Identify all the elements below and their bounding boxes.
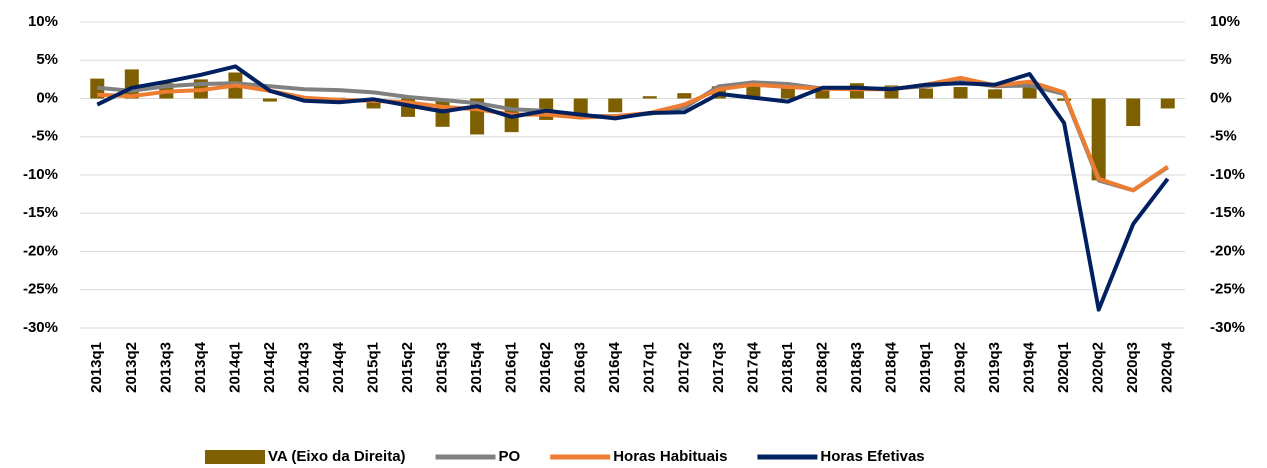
legend-label: VA (Eixo da Direita)	[268, 448, 406, 465]
x-tick-label: 2015q3	[434, 342, 451, 393]
x-tick-label: 2014q4	[330, 341, 347, 393]
x-tick-label: 2016q1	[503, 342, 520, 393]
x-tick-label: 2017q1	[641, 342, 658, 393]
bar	[1091, 98, 1106, 181]
legend-label: Horas Efetivas	[820, 448, 924, 465]
y2-tick-label: -15%	[1210, 204, 1245, 221]
bar	[988, 89, 1003, 99]
legend-label: PO	[499, 448, 521, 465]
legend-label: Horas Habituais	[613, 448, 727, 465]
x-tick-label: 2013q3	[157, 342, 174, 393]
x-tick-label: 2015q2	[399, 342, 416, 393]
y-tick-label: -20%	[23, 242, 58, 259]
y-tick-label: -15%	[23, 204, 58, 221]
bar	[608, 98, 623, 113]
x-tick-label: 2014q1	[226, 342, 243, 393]
x-tick-label: 2013q1	[88, 342, 105, 393]
x-tick-label: 2018q2	[813, 342, 830, 393]
y-tick-label: 10%	[28, 13, 58, 30]
x-tick-label: 2020q1	[1055, 342, 1072, 393]
y2-tick-label: -25%	[1210, 281, 1245, 298]
bar	[1126, 98, 1141, 127]
legend-swatch	[205, 450, 265, 464]
y-tick-label: -5%	[31, 128, 58, 145]
x-tick-label: 2020q2	[1090, 342, 1107, 393]
x-tick-label: 2015q4	[468, 341, 485, 393]
y-tick-label: -10%	[23, 166, 58, 183]
bar	[953, 87, 968, 99]
line	[97, 79, 1169, 193]
bar	[642, 96, 657, 99]
x-tick-label: 2019q2	[952, 342, 969, 393]
x-tick-label: 2014q2	[261, 342, 278, 393]
bar	[677, 93, 692, 99]
y2-tick-label: -30%	[1210, 319, 1245, 336]
bar	[1022, 85, 1037, 99]
y-tick-label: -30%	[23, 319, 58, 336]
x-tick-label: 2018q4	[882, 341, 899, 393]
y-tick-label: 5%	[36, 51, 58, 68]
bar	[919, 88, 934, 99]
y2-tick-label: 10%	[1210, 13, 1240, 30]
x-tick-label: 2020q4	[1159, 341, 1176, 393]
line	[96, 64, 1170, 312]
y2-tick-label: -5%	[1210, 128, 1237, 145]
y2-tick-label: -20%	[1210, 242, 1245, 259]
x-tick-label: 2018q3	[848, 342, 865, 393]
bar	[573, 98, 588, 116]
x-tick-label: 2017q4	[744, 341, 761, 393]
bar	[746, 85, 761, 99]
x-tick-label: 2017q2	[675, 342, 692, 393]
y2-tick-label: 5%	[1210, 51, 1232, 68]
bar	[262, 98, 277, 102]
x-tick-label: 2019q4	[1021, 341, 1038, 393]
x-tick-label: 2020q3	[1124, 342, 1141, 393]
bar	[366, 98, 381, 109]
y2-tick-label: -10%	[1210, 166, 1245, 183]
x-tick-label: 2013q2	[123, 342, 140, 393]
x-tick-label: 2019q3	[986, 342, 1003, 393]
x-tick-label: 2016q2	[537, 342, 554, 393]
y-tick-label: 0%	[36, 89, 58, 106]
bar	[780, 88, 795, 99]
x-tick-label: 2016q3	[572, 342, 589, 393]
line	[97, 75, 1169, 193]
x-tick-label: 2019q1	[917, 342, 934, 393]
x-tick-label: 2013q4	[192, 341, 209, 393]
x-tick-label: 2018q1	[779, 342, 796, 393]
bar	[815, 88, 830, 99]
bar	[1057, 98, 1072, 101]
y-tick-label: -25%	[23, 281, 58, 298]
x-tick-label: 2016q4	[606, 341, 623, 393]
y2-tick-label: 0%	[1210, 89, 1232, 106]
x-tick-label: 2017q3	[710, 342, 727, 393]
x-tick-label: 2014q3	[295, 342, 312, 393]
x-tick-label: 2015q1	[364, 342, 381, 393]
bar	[1160, 98, 1175, 109]
